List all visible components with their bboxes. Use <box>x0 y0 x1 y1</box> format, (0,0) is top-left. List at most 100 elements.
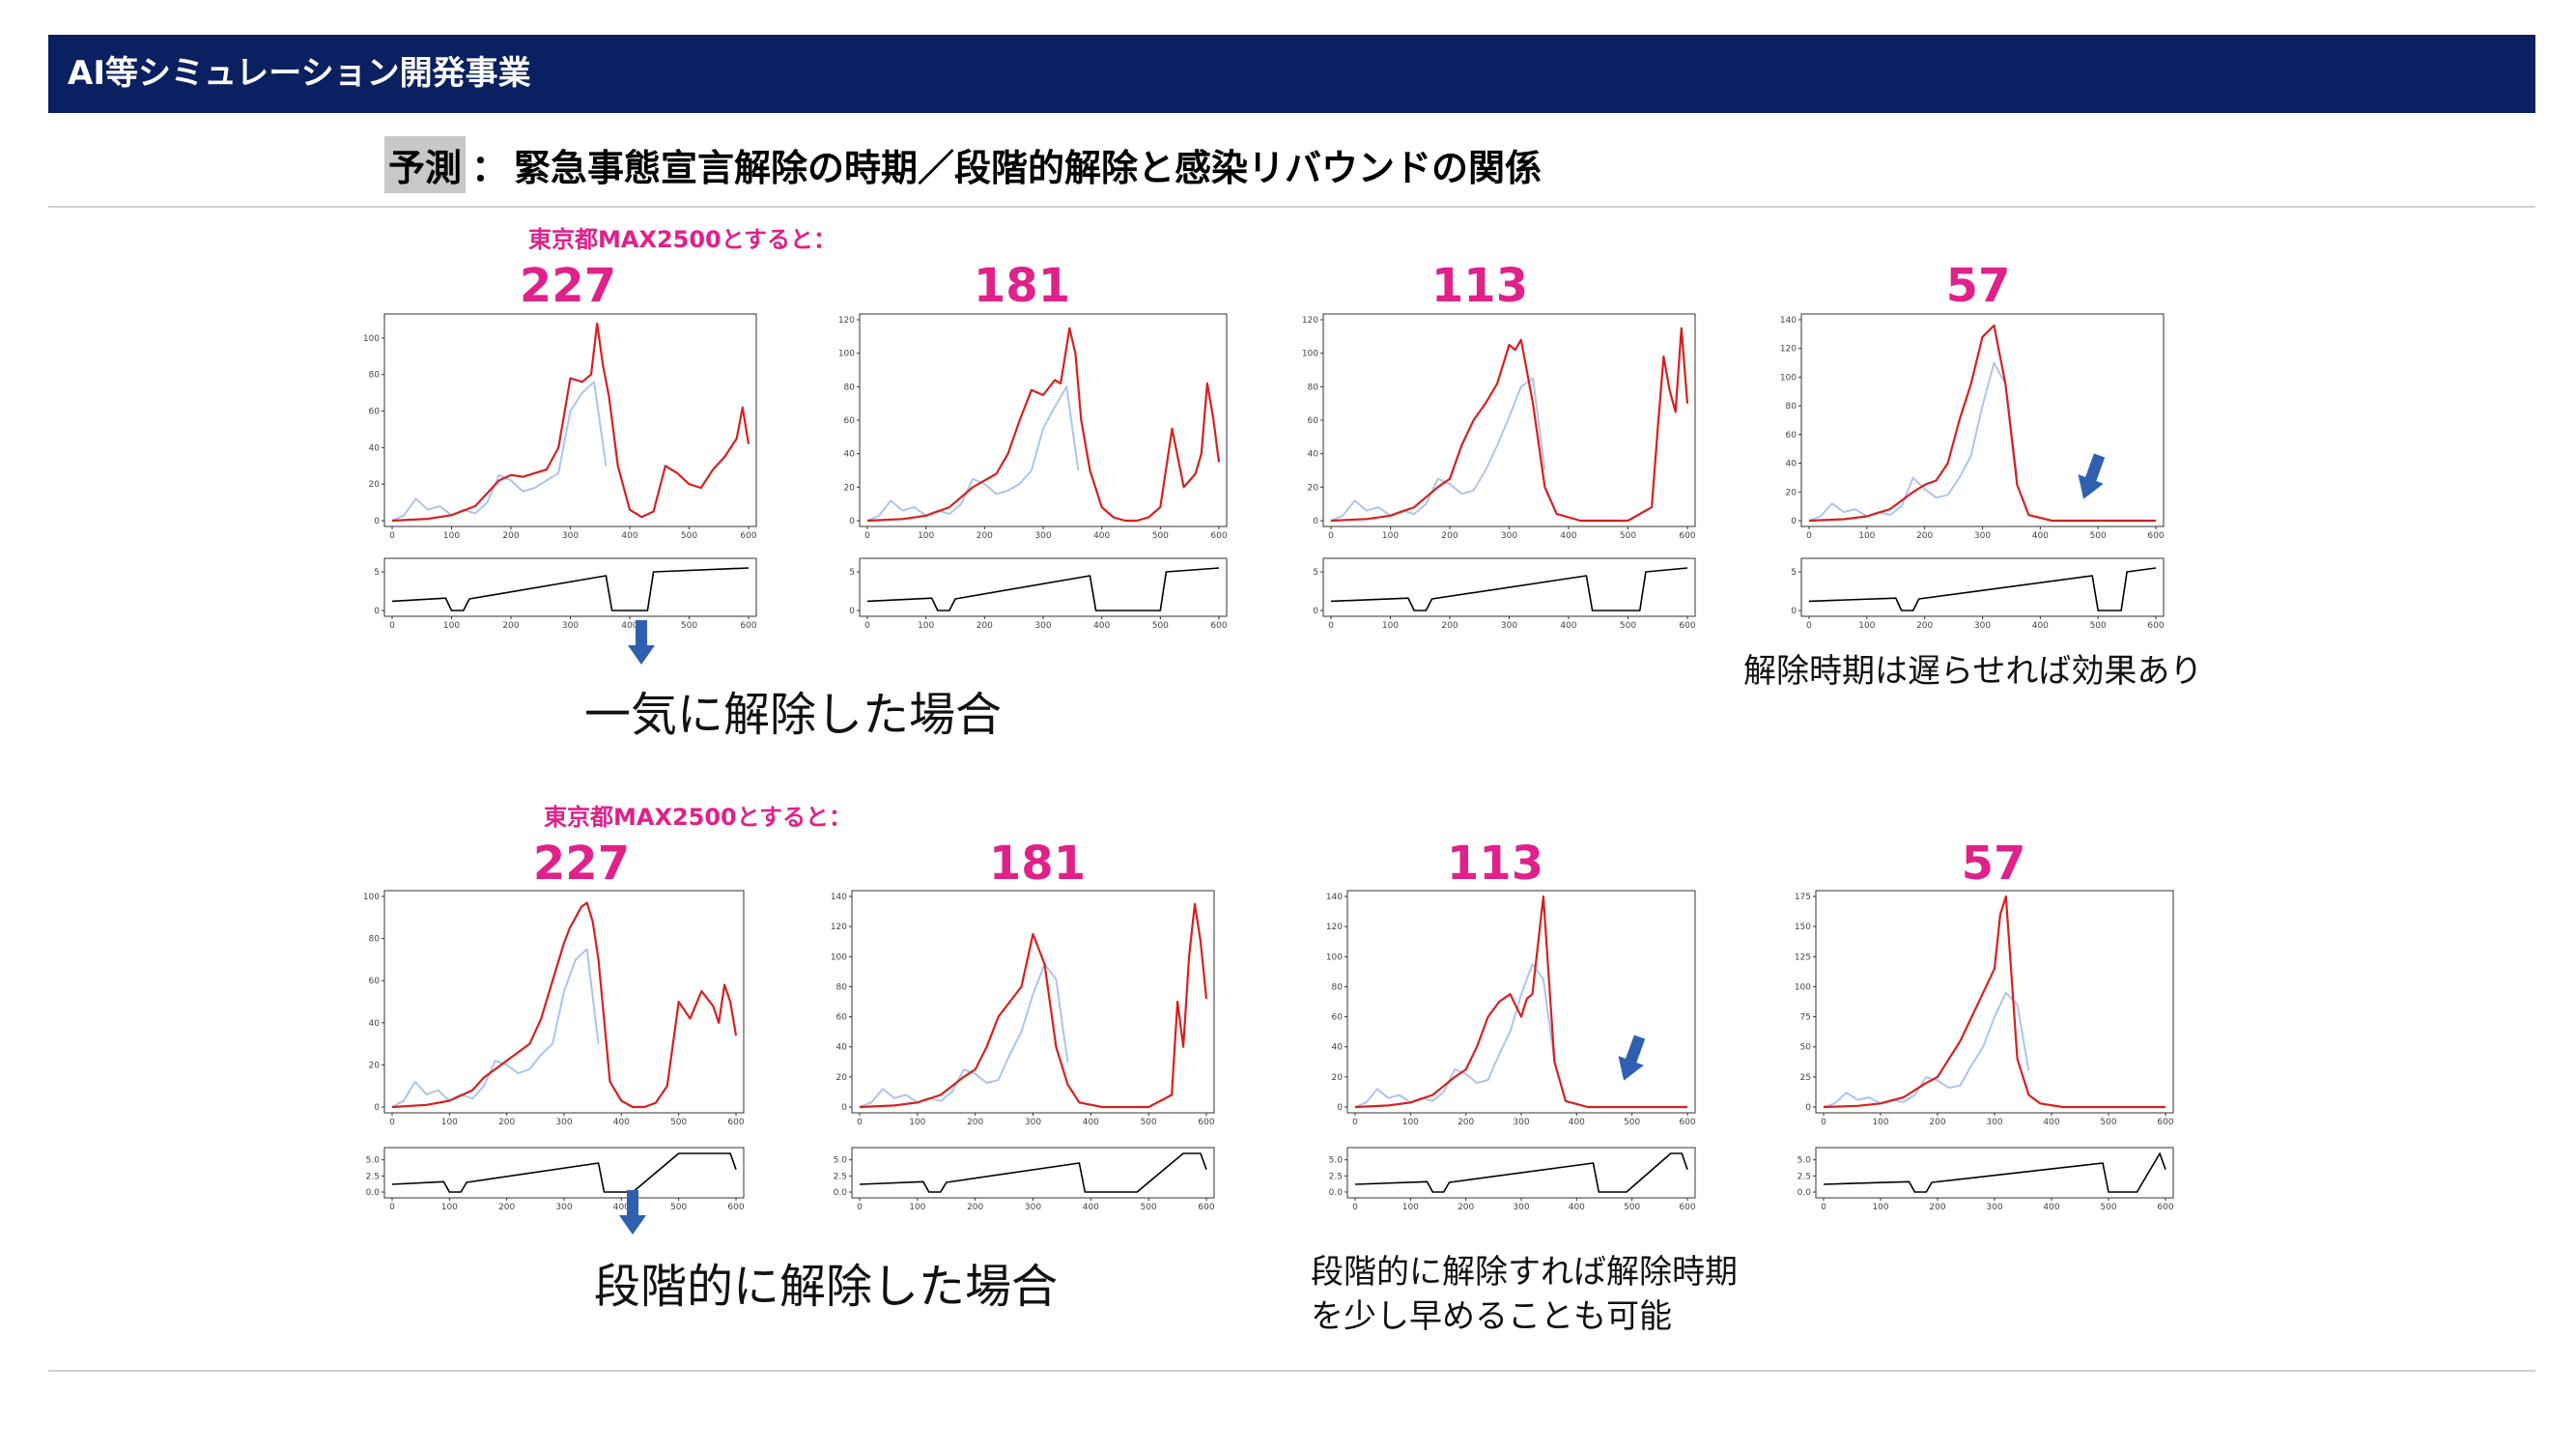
release-schedule-chart: 0 100 200 300 400 500 600 0 5 <box>1313 557 1696 631</box>
x-tick-label: 400 <box>613 1203 630 1212</box>
x-tick-label: 400 <box>1093 621 1110 631</box>
y-tick-label: 0 <box>1313 517 1318 526</box>
x-tick-label: 600 <box>1198 1203 1214 1212</box>
panel-number: 181 <box>988 837 1087 891</box>
x-tick-label: 0 <box>1328 621 1334 631</box>
y-tick-label: 20 <box>1308 483 1319 493</box>
x-tick-label: 400 <box>621 531 637 541</box>
x-tick-label: 100 <box>1872 1203 1888 1212</box>
release-schedule-chart: 0 100 200 300 400 500 600 0.0 2.5 5.0 <box>1798 1147 2174 1212</box>
panel-number: 113 <box>1446 837 1544 891</box>
y-tick-label: 0.0 <box>1798 1188 1812 1198</box>
plot-frame <box>383 1147 745 1199</box>
caption-immediate-release: 一気に解除した場合 <box>584 688 1003 742</box>
x-tick-label: 400 <box>2043 1118 2059 1127</box>
arrow-shaft <box>1625 1035 1646 1065</box>
x-tick-label: 600 <box>2157 1203 2173 1212</box>
y-tick-label: 175 <box>1795 893 1811 902</box>
observed-series-line <box>866 385 1080 522</box>
release-arrow-marker <box>628 620 656 665</box>
observed-series-line <box>391 381 608 522</box>
infection-forecast-chart: 0 100 200 300 400 500 600 0 20 40 60 80 100 <box>363 313 757 541</box>
x-tick-label: 300 <box>1025 1203 1041 1212</box>
panel-number: 181 <box>973 259 1071 313</box>
x-tick-label: 500 <box>1141 1203 1157 1212</box>
x-tick-label: 0 <box>1806 621 1812 631</box>
x-tick-label: 400 <box>2043 1203 2059 1212</box>
x-tick-label: 600 <box>1198 1118 1214 1127</box>
title-text: 緊急事態宣言解除の時期／段階的解除と感染リバウンドの関係 <box>514 146 1543 189</box>
y-tick-label: 80 <box>1308 383 1319 392</box>
y-tick-label: 140 <box>1780 316 1797 326</box>
x-tick-label: 200 <box>1441 531 1458 541</box>
infection-forecast-chart: 0 100 200 300 400 500 600 0 20 40 60 80 100 120 <box>838 313 1228 541</box>
y-tick-label: 60 <box>836 1013 848 1023</box>
x-tick-label: 300 <box>1513 1203 1529 1212</box>
y-tick-label: 150 <box>1795 923 1811 932</box>
y-tick-label: 0 <box>374 1103 380 1113</box>
caption-staged-earlier: 段階的に解除すれば解除時期 を少し早めることも可能 <box>1311 1250 1738 1339</box>
control-series-line <box>1823 1152 2166 1193</box>
panel-number: 57 <box>1945 259 2011 313</box>
x-tick-label: 400 <box>1569 1203 1585 1212</box>
y-tick-label: 2.5 <box>366 1172 380 1181</box>
y-tick-label: 120 <box>1302 316 1318 326</box>
x-tick-label: 100 <box>909 1203 925 1212</box>
release-schedule-chart: 0 100 200 300 400 500 600 0.0 2.5 5.0 <box>834 1147 1215 1212</box>
arrow-head <box>2078 474 2105 499</box>
x-tick-label: 100 <box>918 531 934 541</box>
x-tick-label: 500 <box>2090 531 2107 541</box>
y-tick-label: 100 <box>838 350 855 359</box>
y-tick-label: 0.0 <box>1329 1188 1344 1198</box>
x-tick-label: 300 <box>562 531 579 541</box>
x-tick-label: 300 <box>1034 531 1051 541</box>
y-tick-label: 40 <box>1332 1043 1344 1053</box>
x-tick-label: 0 <box>1352 1203 1358 1212</box>
x-tick-label: 600 <box>1679 1203 1695 1212</box>
x-tick-label: 100 <box>1858 531 1875 541</box>
x-tick-label: 0 <box>864 531 870 541</box>
plot-frame <box>1815 890 2174 1114</box>
x-tick-label: 0 <box>857 1203 863 1212</box>
prediction-series-line <box>1823 895 2166 1109</box>
plot-frame <box>1815 1147 2174 1199</box>
release-arrow-marker <box>619 1190 647 1235</box>
x-tick-label: 200 <box>502 531 519 541</box>
x-tick-label: 100 <box>1382 621 1399 631</box>
y-tick-label: 20 <box>369 480 381 490</box>
x-tick-label: 300 <box>1513 1118 1529 1127</box>
x-tick-label: 400 <box>1560 621 1576 631</box>
diagonal-arrow <box>2078 453 2106 499</box>
prediction-series-line <box>1354 895 1687 1109</box>
y-tick-label: 0 <box>1791 517 1797 526</box>
x-tick-label: 0 <box>389 531 395 541</box>
plot-frame <box>383 313 757 527</box>
y-tick-label: 0 <box>1805 1103 1811 1113</box>
x-tick-label: 200 <box>498 1118 515 1127</box>
y-tick-label: 60 <box>844 416 856 426</box>
y-tick-label: 100 <box>363 893 380 902</box>
y-tick-label: 5 <box>1791 568 1797 578</box>
y-tick-label: 120 <box>1326 923 1343 932</box>
y-tick-label: 125 <box>1795 952 1811 962</box>
y-tick-label: 60 <box>369 977 381 986</box>
y-tick-label: 100 <box>831 952 847 962</box>
observed-series-line <box>391 948 600 1108</box>
scenario-note-row2: 東京都MAX2500とすると： <box>544 804 853 831</box>
x-tick-label: 400 <box>613 1118 630 1127</box>
x-tick-label: 600 <box>1679 621 1695 631</box>
infection-forecast-chart: 0 100 200 300 400 500 600 0 20 40 60 80 100 120 140 <box>1780 313 2165 541</box>
x-tick-label: 500 <box>1152 621 1169 631</box>
caption-staged-release: 段階的に解除した場合 <box>594 1260 1059 1314</box>
x-tick-label: 600 <box>2157 1118 2173 1127</box>
y-tick-label: 80 <box>1786 402 1798 412</box>
y-tick-label: 40 <box>369 1019 381 1029</box>
release-schedule-chart: 0 100 200 300 400 500 600 0.0 2.5 5.0 <box>366 1147 745 1212</box>
x-tick-label: 100 <box>1382 531 1399 541</box>
x-tick-label: 400 <box>1083 1203 1099 1212</box>
y-tick-label: 120 <box>1780 345 1797 355</box>
x-tick-label: 600 <box>2147 531 2164 541</box>
x-tick-label: 400 <box>1083 1118 1099 1127</box>
x-tick-label: 200 <box>1916 621 1933 631</box>
y-tick-label: 100 <box>1326 952 1343 962</box>
